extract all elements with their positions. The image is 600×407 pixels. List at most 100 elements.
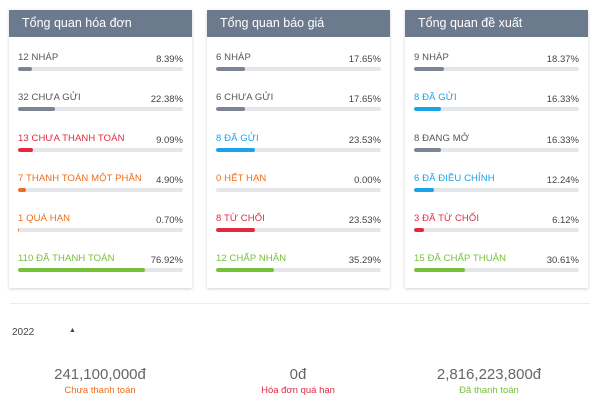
progress-track — [216, 187, 381, 192]
status-percent: 18.37% — [546, 54, 579, 65]
status-row[interactable]: 6 NHÁP 17.65% — [207, 37, 390, 77]
status-label: 6 ĐÃ ĐIỀU CHỈNH — [414, 172, 495, 184]
status-row[interactable]: 1 QUÁ HẠN 0.70% — [9, 198, 192, 238]
status-percent: 0.70% — [156, 215, 183, 227]
status-label: 8 TỪ CHỐI — [216, 213, 265, 225]
progress-track — [216, 268, 381, 273]
status-label: 1 QUÁ HẠN — [18, 213, 71, 225]
progress-fill — [414, 147, 441, 152]
status-percent: 9.09% — [156, 134, 183, 146]
progress-fill — [216, 67, 246, 71]
status-percent: 17.65% — [348, 94, 381, 106]
status-percent: 12.24% — [546, 174, 579, 186]
progress-track — [414, 268, 579, 273]
status-percent: 22.38% — [150, 94, 183, 106]
status-row[interactable]: 8 TỪ CHỐI 23.53% — [207, 198, 390, 238]
status-row[interactable]: 12 CHẤP NHẬN 35.29% — [207, 238, 390, 278]
status-label: 8 ĐANG MỞ — [414, 132, 469, 144]
progress-fill — [414, 107, 441, 112]
status-row[interactable]: 6 CHƯA GỬI 17.65% — [207, 77, 390, 117]
quote-overview-panel: Tổng quan báo giá 6 NHÁP 17.65% 6 CHƯA GỬ… — [207, 10, 390, 288]
progress-track — [18, 268, 183, 273]
panel-title: Tổng quan báo giá — [207, 10, 390, 37]
status-row[interactable]: 6 ĐÃ ĐIỀU CHỈNH 12.24% — [405, 158, 588, 198]
status-percent: 4.90% — [156, 174, 183, 186]
progress-fill — [18, 107, 55, 112]
stat-unpaid: 241,100,000đ Chưa thanh toán — [0, 366, 200, 397]
stat-value: 241,100,000đ — [54, 366, 146, 383]
section-divider — [10, 303, 590, 304]
status-row[interactable]: 0 HẾT HẠN 0.00% — [207, 158, 390, 198]
progress-track — [216, 107, 381, 112]
progress-fill — [18, 268, 145, 273]
progress-fill — [216, 147, 255, 152]
progress-track — [18, 187, 183, 192]
stat-paid: 2,816,223,800đ Đã thanh toán — [389, 366, 589, 397]
progress-fill — [414, 67, 445, 71]
status-label: 13 CHƯA THANH TOÁN — [18, 132, 125, 144]
status-percent: 35.29% — [348, 255, 381, 267]
progress-fill — [18, 228, 20, 233]
stat-label: Đã thanh toán — [459, 385, 519, 396]
progress-fill — [216, 228, 255, 233]
stat-value: 0đ — [289, 366, 307, 383]
status-percent: 16.33% — [546, 134, 579, 146]
status-percent: 30.61% — [546, 255, 579, 267]
progress-track — [414, 107, 579, 112]
progress-fill — [18, 67, 32, 71]
status-label: 8 ĐÃ GỬI — [216, 132, 259, 144]
progress-fill — [216, 268, 275, 273]
progress-track — [216, 147, 381, 152]
progress-track — [18, 147, 183, 152]
stat-value: 2,816,223,800đ — [436, 366, 542, 383]
status-percent: 17.65% — [348, 54, 381, 65]
progress-fill — [414, 228, 425, 233]
status-row[interactable]: 9 NHÁP 18.37% — [405, 37, 588, 77]
status-label: 12 CHẤP NHẬN — [216, 253, 287, 265]
status-label: 32 CHƯA GỬI — [18, 92, 81, 104]
status-percent: 8.39% — [156, 54, 183, 65]
status-row[interactable]: 12 NHÁP 8.39% — [9, 37, 192, 77]
status-label: 9 NHÁP — [414, 52, 449, 63]
progress-fill — [414, 268, 465, 273]
status-percent: 16.33% — [546, 94, 579, 106]
invoice-overview-panel: Tổng quan hóa đơn 12 NHÁP 8.39% 32 CHƯA G… — [9, 10, 192, 288]
progress-track — [414, 228, 579, 233]
status-row[interactable]: 13 CHƯA THANH TOÁN 9.09% — [9, 118, 192, 158]
status-label: 8 ĐÃ GỬI — [414, 92, 457, 104]
status-percent: 6.12% — [552, 215, 579, 227]
status-percent: 0.00% — [354, 174, 381, 186]
status-row[interactable]: 7 THANH TOÁN MỘT PHẦN 4.90% — [9, 158, 192, 198]
stat-label: Hóa đơn quá hạn — [261, 385, 335, 396]
status-row[interactable]: 110 ĐÃ THANH TOÁN 76.92% — [9, 238, 192, 278]
panel-title: Tổng quan đề xuất — [405, 10, 588, 37]
progress-track — [18, 67, 183, 71]
progress-track — [414, 187, 579, 192]
status-row[interactable]: 3 ĐÃ TỪ CHỐI 6.12% — [405, 198, 588, 238]
progress-fill — [18, 147, 33, 152]
status-percent: 23.53% — [348, 134, 381, 146]
status-label: 3 ĐÃ TỪ CHỐI — [414, 213, 480, 225]
stat-overdue: 0đ Hóa đơn quá hạn — [198, 366, 398, 397]
status-row[interactable]: 8 ĐANG MỞ 16.33% — [405, 118, 588, 158]
progress-track — [414, 147, 579, 152]
status-row[interactable]: 8 ĐÃ GỬI 16.33% — [405, 77, 588, 117]
status-label: 7 THANH TOÁN MỘT PHẦN — [18, 172, 142, 184]
caret-up-icon[interactable]: ▲ — [69, 327, 76, 334]
progress-fill — [414, 187, 435, 192]
status-label: 6 CHƯA GỬI — [216, 92, 274, 104]
status-label: 6 NHÁP — [216, 52, 251, 63]
status-label: 0 HẾT HẠN — [216, 172, 267, 184]
status-row[interactable]: 15 ĐÃ CHẤP THUẬN 30.61% — [405, 238, 588, 278]
status-percent: 23.53% — [348, 215, 381, 227]
year-label: 2022 — [12, 327, 35, 338]
progress-track — [216, 67, 381, 71]
status-row[interactable]: 32 CHƯA GỬI 22.38% — [9, 77, 192, 117]
progress-track — [18, 107, 183, 112]
stat-label: Chưa thanh toán — [64, 385, 136, 396]
status-label: 15 ĐÃ CHẤP THUẬN — [414, 253, 507, 265]
status-label: 110 ĐÃ THANH TOÁN — [18, 253, 115, 265]
progress-fill — [216, 107, 246, 112]
progress-fill — [18, 187, 27, 192]
status-row[interactable]: 8 ĐÃ GỬI 23.53% — [207, 118, 390, 158]
